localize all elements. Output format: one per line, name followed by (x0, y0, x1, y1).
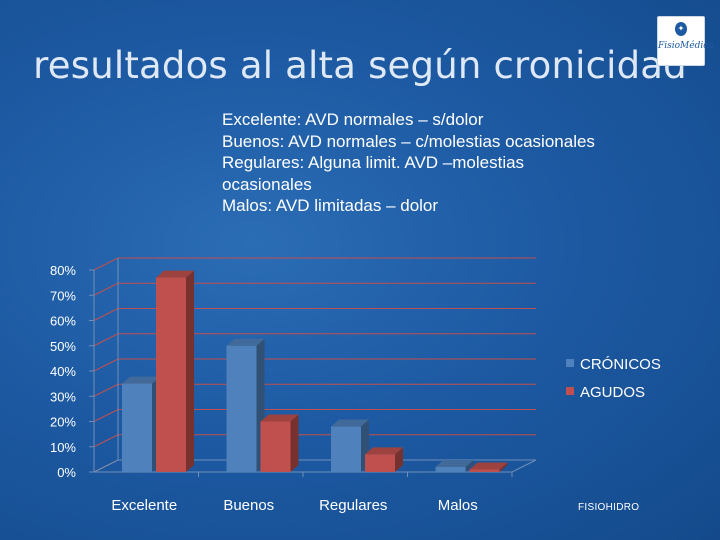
y-tick-label: 60% (50, 314, 76, 329)
bar-top-regulares-crónicos (331, 419, 369, 427)
x-category-label-regulares: Regulares (319, 497, 387, 514)
gridline-diagonal (93, 333, 119, 347)
bar-buenos-crónicos (226, 345, 257, 472)
bar-excelente-agudos (156, 277, 186, 472)
bar-top-malos-agudos (469, 462, 508, 470)
note-line-buenos: Buenos: AVD normales – c/molestias ocasi… (222, 131, 595, 151)
bar-top-buenos-crónicos (226, 338, 265, 346)
bar-excelente-crónicos (122, 383, 152, 472)
bar-buenos-agudos (260, 421, 291, 472)
bar-side-excelente-agudos (186, 270, 194, 472)
bar-side-malos-agudos (499, 462, 508, 472)
legend-swatch-crónicos (566, 359, 574, 367)
note-line-excelente: Excelente: AVD normales – s/dolor (222, 110, 484, 129)
fisiomedica-logo: ✦ FisioMédica (657, 16, 714, 66)
gridline-diagonal (93, 358, 119, 372)
bar-regulares-agudos (365, 454, 395, 472)
note-line-regulares-cont: ocasionales (222, 174, 312, 194)
footer-label: FISIOHIDRO (578, 502, 640, 513)
legend-swatch-agudos (566, 387, 574, 395)
bar-malos-agudos (469, 469, 500, 472)
y-tick-label: 50% (50, 339, 76, 354)
y-tick-label: 40% (50, 364, 76, 379)
gridline-diagonal (93, 383, 119, 397)
gridline-diagonal (93, 282, 119, 296)
bar-top-excelente-agudos (156, 270, 194, 278)
category-definitions: Excelente: AVD normales – s/dolor Buenos… (222, 109, 692, 217)
x-category-label-malos: Malos (438, 497, 478, 514)
bar-regulares-crónicos (331, 426, 361, 472)
gridline-diagonal (93, 409, 119, 422)
y-tick-label: 80% (50, 263, 76, 278)
bar-top-malos-crónicos (435, 459, 474, 467)
legend-label-crónicos: CRÓNICOS (580, 356, 661, 373)
bar-side-regulares-agudos (395, 447, 403, 472)
bar-top-excelente-crónicos (122, 376, 160, 384)
y-tick-label: 30% (50, 389, 76, 404)
y-tick-label: 10% (50, 440, 76, 455)
x-category-label-buenos: Buenos (223, 497, 274, 514)
legend-label-agudos: AGUDOS (580, 384, 645, 401)
y-tick-label: 20% (50, 415, 76, 430)
note-line-regulares: Regulares: Alguna limit. AVD –molestias (222, 153, 525, 172)
slide-title: resultados al alta según cronicidad (33, 44, 687, 87)
gridline-diagonal (93, 434, 119, 448)
bar-side-buenos-agudos (290, 414, 299, 472)
note-line-malos: Malos: AVD limitadas – dolor (222, 196, 439, 215)
logo-emblem-icon: ✦ (675, 22, 687, 36)
gridline-diagonal (93, 308, 119, 321)
bar-malos-crónicos (435, 466, 466, 472)
bar-top-regulares-agudos (365, 447, 403, 455)
gridline-diagonal (93, 257, 119, 271)
bar-top-buenos-agudos (260, 414, 299, 422)
y-tick-label: 70% (50, 288, 76, 303)
bar-side-malos-crónicos (465, 459, 474, 472)
x-category-label-excelente: Excelente (111, 497, 177, 514)
y-tick-label: 0% (57, 465, 76, 480)
logo-text: FisioMédica (658, 41, 714, 51)
